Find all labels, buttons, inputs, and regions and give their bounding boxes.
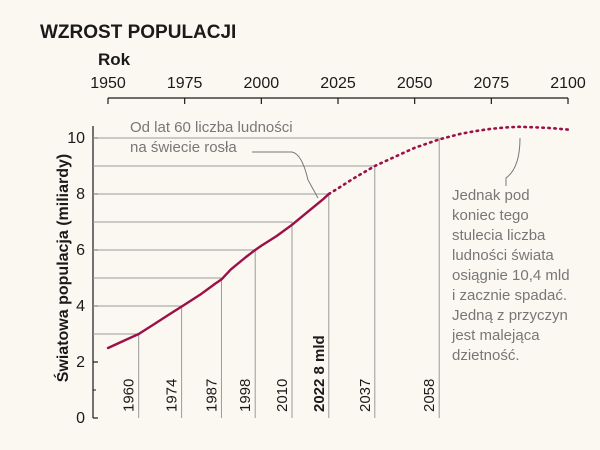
annotation-decline-line: jest malejąca: [451, 327, 540, 344]
annotation-growth-line: na świecie rosła: [130, 139, 237, 156]
annotation-decline-line: dzietność.: [452, 347, 520, 364]
y-tick-label: 2: [76, 354, 85, 371]
milestone-label: 1987: [203, 379, 220, 412]
milestone-label: 2010: [274, 379, 291, 412]
annotation-decline-line: koniec tego: [452, 207, 529, 224]
annotation-decline-line: i zacznie spadać.: [452, 287, 567, 304]
chart-title: WZROST POPULACJI: [40, 22, 236, 43]
annotation-decline-leader: [505, 137, 521, 186]
projection-line: [327, 125, 570, 196]
annotation-decline-line: stulecia liczba: [452, 227, 546, 244]
x-tick-label: 1950: [90, 75, 126, 92]
milestone-label: 2058: [421, 379, 438, 412]
x-tick-label: 2075: [474, 75, 510, 92]
milestone-label: 1960: [121, 379, 138, 412]
milestone-label: 1998: [237, 379, 254, 412]
y-tick-label: 6: [76, 242, 85, 259]
x-tick-label: 2100: [550, 75, 586, 92]
y-tick-label: 8: [76, 186, 85, 203]
x-tick-label: 2025: [320, 75, 356, 92]
annotation-decline-line: Jedną z przyczyn: [452, 307, 568, 324]
annotation-decline-line: osiągnie 10,4 mld: [452, 267, 570, 284]
y-tick-label: 10: [67, 130, 85, 147]
milestone-label: 2037: [357, 379, 374, 412]
milestone-label: 2022 8 mld: [311, 335, 328, 412]
x-axis-title: Rok: [98, 50, 131, 69]
annotation-growth-leader: [252, 151, 319, 199]
annotation-growth-line: Od lat 60 liczba ludności: [130, 119, 293, 136]
annotation-decline-line: ludności świata: [452, 247, 554, 264]
x-tick-label: 2000: [244, 75, 280, 92]
annotation-decline-line: Jednak pod: [452, 187, 530, 204]
y-tick-label: 4: [76, 298, 85, 315]
x-tick-label: 1975: [167, 75, 203, 92]
milestone-label: 1974: [164, 379, 181, 412]
y-axis-title: Światowa populacja (miliardy): [53, 154, 72, 383]
population-line: [106, 192, 330, 350]
x-tick-label: 2050: [397, 75, 433, 92]
y-tick-label: 0: [76, 410, 85, 427]
